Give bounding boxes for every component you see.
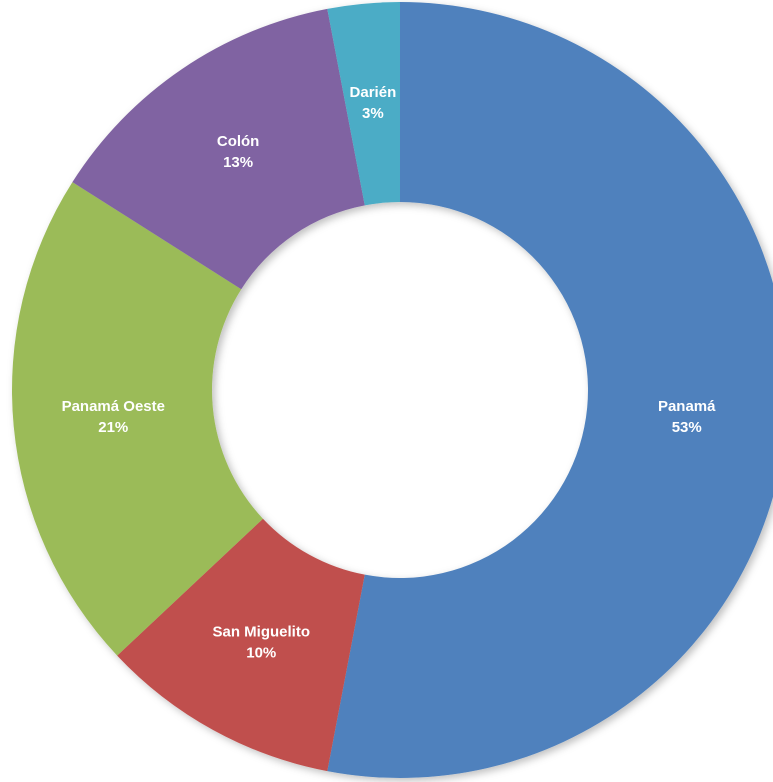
donut xyxy=(11,2,773,778)
slice xyxy=(327,2,773,778)
category-label: Darién xyxy=(350,84,397,101)
value-label: 10% xyxy=(246,644,276,661)
category-label: San Miguelito xyxy=(213,623,311,640)
value-label: 21% xyxy=(98,419,128,436)
category-label: Colón xyxy=(217,133,260,150)
slice xyxy=(72,8,365,290)
value-label: 13% xyxy=(223,154,253,171)
slice xyxy=(327,2,400,206)
slice xyxy=(117,518,365,772)
labels: Panamá 53% San Miguelito 10% Panamá Oeste 21%… xyxy=(62,84,717,661)
category-label: Panamá xyxy=(658,398,716,415)
value-label: 53% xyxy=(672,419,702,436)
category-label: Panamá Oeste xyxy=(62,398,165,415)
slice xyxy=(11,182,263,656)
value-label: 3% xyxy=(362,105,384,122)
